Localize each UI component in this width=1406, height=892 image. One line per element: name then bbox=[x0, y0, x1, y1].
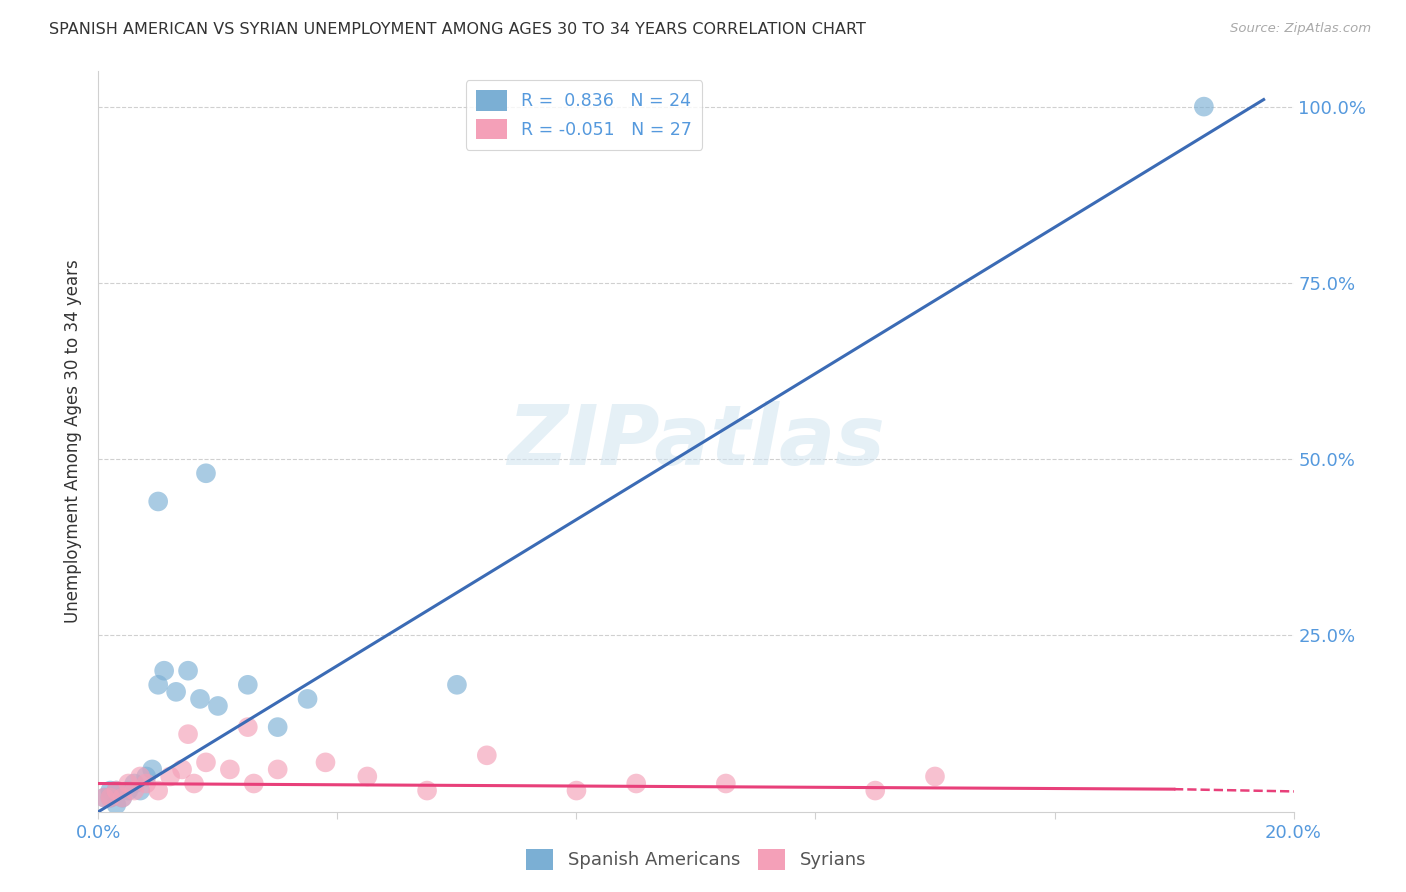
Y-axis label: Unemployment Among Ages 30 to 34 years: Unemployment Among Ages 30 to 34 years bbox=[65, 260, 83, 624]
Legend: Spanish Americans, Syrians: Spanish Americans, Syrians bbox=[519, 841, 873, 877]
Point bbox=[714, 776, 737, 790]
Point bbox=[219, 763, 242, 777]
Point bbox=[117, 783, 139, 797]
Point bbox=[924, 769, 946, 783]
Point bbox=[183, 776, 205, 790]
Point bbox=[172, 763, 194, 777]
Point bbox=[315, 756, 337, 770]
Point bbox=[135, 776, 157, 790]
Point bbox=[475, 748, 498, 763]
Text: Source: ZipAtlas.com: Source: ZipAtlas.com bbox=[1230, 22, 1371, 36]
Point bbox=[297, 692, 319, 706]
Point bbox=[93, 790, 115, 805]
Point bbox=[267, 720, 290, 734]
Point bbox=[159, 769, 181, 783]
Point bbox=[267, 763, 290, 777]
Text: SPANISH AMERICAN VS SYRIAN UNEMPLOYMENT AMONG AGES 30 TO 34 YEARS CORRELATION CH: SPANISH AMERICAN VS SYRIAN UNEMPLOYMENT … bbox=[49, 22, 866, 37]
Point bbox=[188, 692, 211, 706]
Point bbox=[177, 727, 200, 741]
Point bbox=[356, 769, 378, 783]
Point bbox=[236, 720, 259, 734]
Point bbox=[165, 685, 187, 699]
Point bbox=[100, 790, 122, 805]
Text: ZIPatlas: ZIPatlas bbox=[508, 401, 884, 482]
Point bbox=[153, 664, 176, 678]
Point bbox=[195, 467, 218, 481]
Point bbox=[129, 769, 152, 783]
Point bbox=[105, 783, 128, 797]
Point bbox=[148, 678, 170, 692]
Point bbox=[124, 776, 146, 790]
Point bbox=[207, 698, 229, 713]
Point bbox=[148, 494, 170, 508]
Point bbox=[243, 776, 266, 790]
Point bbox=[129, 783, 152, 797]
Point bbox=[1192, 100, 1215, 114]
Point bbox=[100, 790, 122, 805]
Point bbox=[416, 783, 439, 797]
Point bbox=[135, 769, 157, 783]
Point bbox=[177, 664, 200, 678]
Point bbox=[111, 790, 134, 805]
Point bbox=[93, 790, 115, 805]
Point bbox=[141, 763, 163, 777]
Point bbox=[105, 797, 128, 812]
Point bbox=[124, 783, 146, 797]
Point bbox=[148, 783, 170, 797]
Point bbox=[626, 776, 648, 790]
Point bbox=[111, 790, 134, 805]
Point bbox=[236, 678, 259, 692]
Point bbox=[446, 678, 468, 692]
Point bbox=[105, 783, 128, 797]
Point bbox=[100, 783, 122, 797]
Point bbox=[117, 776, 139, 790]
Point bbox=[865, 783, 887, 797]
Point bbox=[195, 756, 218, 770]
Point bbox=[565, 783, 588, 797]
